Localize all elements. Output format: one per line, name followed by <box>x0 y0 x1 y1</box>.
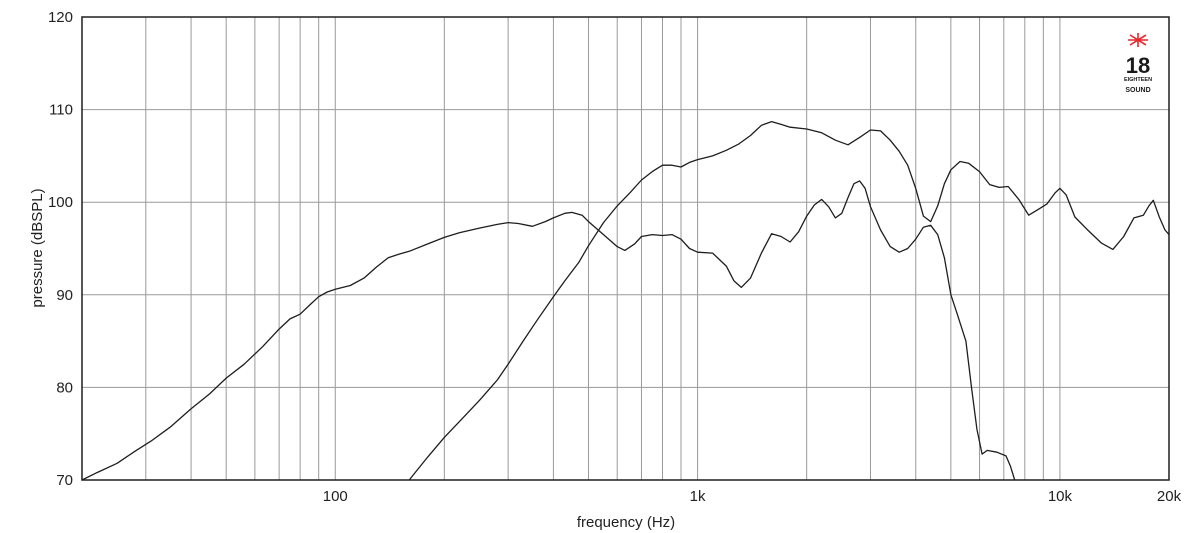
y-tick-label: 120 <box>48 9 73 26</box>
grid-lines <box>82 17 1169 480</box>
y-tick-label: 80 <box>56 379 73 396</box>
plot-frame <box>81 16 1170 481</box>
logo-wordmark: SOUND <box>1125 87 1150 94</box>
x-tick-label: 20k <box>1157 488 1182 505</box>
y-tick-label: 100 <box>48 194 73 211</box>
y-tick-labels: 70 80 90 100 110 120 <box>48 9 73 489</box>
series-line-1 <box>81 180 1016 481</box>
x-tick-label: 100 <box>323 488 348 505</box>
x-axis-title: frequency (Hz) <box>577 514 675 531</box>
y-axis-title: pressure (dBSPL) <box>29 188 46 307</box>
series-curves <box>81 120 1170 481</box>
series-line-2 <box>408 120 1170 481</box>
x-tick-label: 10k <box>1048 488 1073 505</box>
logo-number: 18 <box>1126 53 1150 78</box>
logo-subtext: EIGHTEEN <box>1124 77 1152 83</box>
y-tick-label: 110 <box>49 102 73 119</box>
y-tick-label: 90 <box>56 287 73 304</box>
y-tick-label: 70 <box>56 472 73 489</box>
eighteen-sound-logo: 18 EIGHTEEN SOUND <box>1124 33 1152 94</box>
star-icon <box>1128 33 1148 47</box>
x-tick-label: 1k <box>690 488 706 505</box>
x-tick-labels: 100 1k 10k 20k <box>323 488 1182 505</box>
